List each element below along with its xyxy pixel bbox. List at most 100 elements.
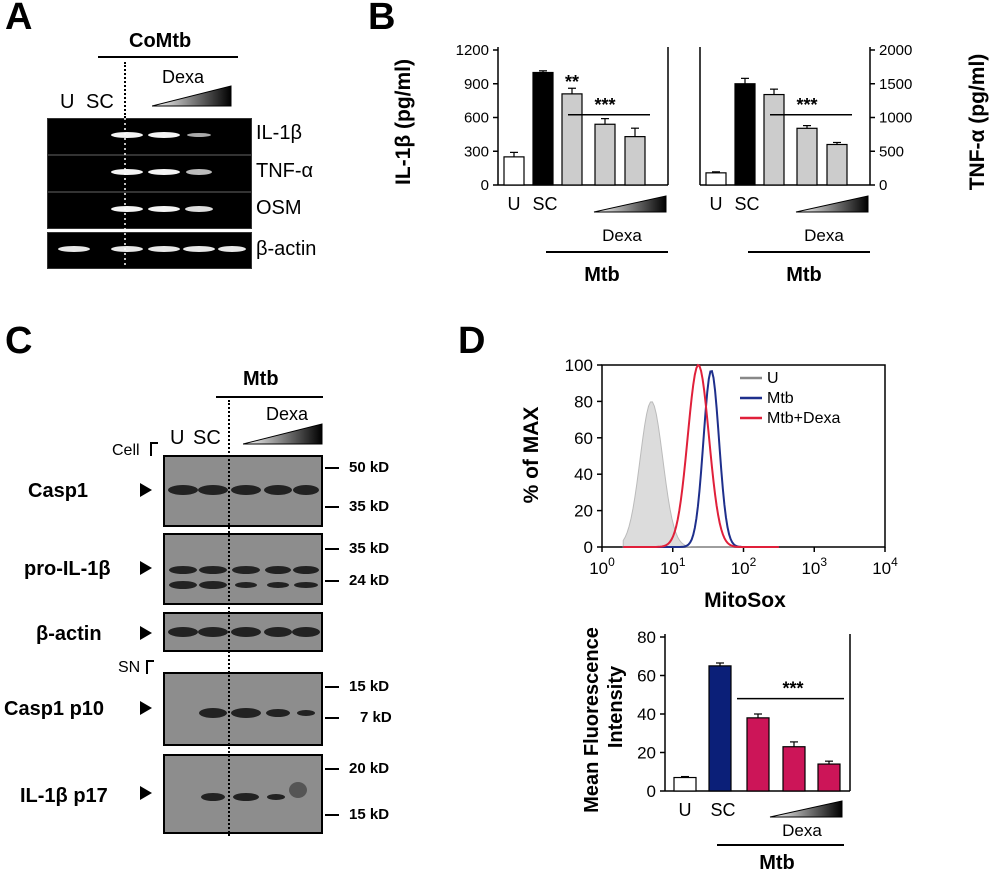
blot-bands [168, 485, 320, 801]
panel-b-letter: B [368, 0, 396, 38]
d-ytick-label-0: 80 [637, 628, 656, 647]
b-sig-double: ** [565, 72, 579, 92]
b-tick-label-0-1: 900 [464, 76, 489, 93]
b-dexa-wedge-0 [593, 195, 667, 213]
kd-35-b: 35 kD [349, 540, 390, 557]
b-bar-1-3 [796, 127, 818, 186]
b-bar-0-4 [624, 136, 646, 186]
hist-ytick-label-3: 40 [574, 465, 593, 484]
d-ylabel-line1: Mean Fluorescence [581, 627, 603, 813]
hist-xtick-exp-1: 1 [679, 555, 686, 569]
lane-label-sc-c: SC [193, 427, 221, 449]
b-bar-0-3 [594, 123, 616, 186]
hist-xtick-exp-0: 0 [608, 555, 615, 569]
b-bar-0-0 [503, 156, 525, 186]
hist-ylabel: % of MAX [520, 407, 543, 504]
hist-legend-label-0: U [767, 370, 779, 387]
b-mtb-label-0: Mtb [584, 264, 620, 286]
b-bar-0-1 [532, 71, 554, 186]
cell-bracket [150, 442, 158, 456]
b-tick-label-0-2: 600 [464, 110, 489, 127]
b-xlabel-u-0: U [508, 194, 521, 214]
b-tick-label-1-4: 0 [879, 177, 887, 194]
b-sig-triple-0: *** [594, 95, 615, 115]
kd-35-a: 35 kD [349, 498, 390, 515]
d-bar-0 [673, 776, 697, 792]
d-bar-2 [746, 717, 770, 792]
b-bar-1-0 [705, 172, 727, 186]
b-dexa-label-0: Dexa [602, 226, 642, 245]
dexa-gradient-wedge-c [243, 423, 323, 445]
panel-a-header: CoMtb [129, 30, 192, 52]
b-bar-1-2 [763, 93, 785, 186]
kd-15-a: 15 kD [349, 678, 390, 695]
hist-xtick-label-2: 102 [731, 555, 757, 578]
b-tick-label-1-2: 1000 [879, 110, 912, 127]
d-ytick-label-2: 40 [637, 705, 656, 724]
d-ytick-label-1: 60 [637, 667, 656, 686]
band-label-casp1: Casp1 [28, 480, 89, 502]
panel-c-letter: C [5, 320, 33, 362]
b-mtb-label-1: Mtb [786, 264, 822, 286]
gene-label-osm: OSM [256, 197, 302, 219]
panel-c-dotted-divider [228, 400, 230, 836]
gel-il1b [47, 118, 252, 155]
band-label-bactin: β-actin [36, 623, 102, 645]
hist-mtb-dexa-curve [623, 363, 779, 548]
kd-7: 7 kD [360, 709, 392, 726]
hist-xtick-label-3: 103 [801, 555, 827, 578]
hist-xtick-exp-2: 2 [750, 555, 757, 569]
b-xlabel-sc-1: SC [734, 194, 759, 214]
kd-24: 24 kD [349, 572, 390, 589]
hist-ytick-label-1: 80 [574, 392, 593, 411]
hist-legend-label-1: Mtb [767, 390, 794, 407]
lane-label-sc: SC [86, 91, 114, 113]
gel-osm [47, 192, 252, 229]
d-bar-3 [782, 746, 806, 792]
sn-bracket [146, 660, 154, 674]
d-bar-4 [817, 763, 841, 792]
kd-50: 50 kD [349, 459, 390, 476]
lane-label-u-c: U [170, 427, 185, 449]
hist-xlabel: MitoSox [704, 589, 786, 612]
kd-20: 20 kD [349, 760, 390, 777]
band-label-il1b-p17: IL-1β p17 [20, 785, 108, 807]
panel-d-letter: D [458, 320, 486, 362]
d-bar-1 [708, 665, 732, 792]
panel-d-bar-chart: 80 60 40 20 0 *** U SC Dexa Mtb Mean Fluorescence I… [581, 627, 851, 873]
panel-a-header-line [98, 56, 238, 58]
gene-label-tnfa: TNF-α [256, 160, 314, 182]
panel-a-dotted-divider [124, 62, 126, 118]
b-tick-label-0-4: 0 [481, 177, 489, 194]
hist-xtick-label-1: 101 [660, 555, 686, 578]
b-left-ylabel: IL-1β (pg/ml) [392, 59, 415, 185]
b-dexa-wedge-1 [795, 195, 869, 213]
cell-label: Cell [112, 442, 140, 459]
hist-ytick-label-2: 60 [574, 429, 593, 448]
hist-ytick-label-4: 20 [574, 502, 593, 521]
d-ytick-label-4: 0 [647, 782, 656, 801]
d-ytick-label-3: 20 [637, 744, 656, 763]
hist-xtick-label-4: 104 [872, 555, 898, 578]
hist-xtick-label-0: 100 [589, 555, 615, 578]
d-ylabel-line2: Intensity [605, 665, 627, 748]
b-bar-1-4 [826, 143, 848, 186]
dexa-label-c: Dexa [266, 404, 309, 424]
b-right-ylabel: TNF-α (pg/ml) [966, 54, 989, 191]
b-bar-0-2 [561, 93, 583, 186]
b-xlabel-u-1: U [710, 194, 723, 214]
gel-bands [58, 118, 246, 268]
d-sig: *** [782, 679, 803, 699]
b-xlabel-sc-0: SC [532, 194, 557, 214]
b-sig-triple-1: *** [796, 95, 817, 115]
dexa-gradient-wedge-a [152, 85, 232, 107]
b-tick-label-0-0: 1200 [456, 42, 489, 59]
d-dexa-label: Dexa [782, 821, 822, 840]
d-dexa-wedge [769, 800, 843, 818]
kd-marker-ticks [325, 467, 339, 816]
gene-label-bactin: β-actin [256, 238, 317, 260]
band-arrowheads [140, 483, 152, 800]
d-mtb-label: Mtb [759, 852, 795, 873]
